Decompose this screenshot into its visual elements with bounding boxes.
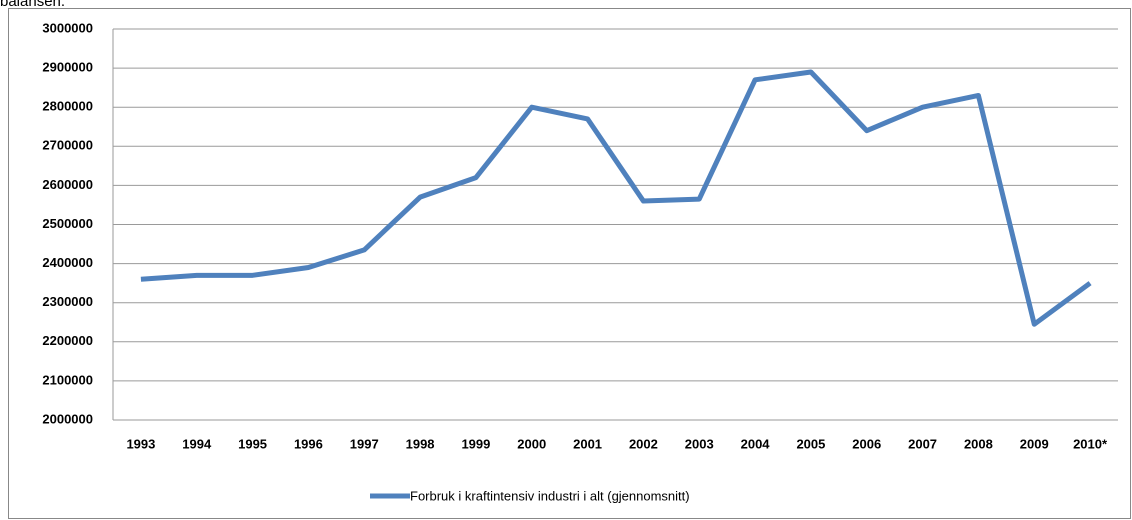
x-tick-label: 2004 bbox=[741, 436, 771, 451]
x-tick-label: 1996 bbox=[294, 436, 323, 451]
caption: balansen. bbox=[0, 0, 65, 10]
x-tick-label: 1999 bbox=[461, 436, 490, 451]
y-tick-label: 3000000 bbox=[42, 20, 93, 35]
x-tick-label: 2005 bbox=[796, 436, 825, 451]
y-tick-label: 2900000 bbox=[42, 60, 93, 75]
y-tick-label: 2400000 bbox=[42, 255, 93, 270]
chart-border bbox=[8, 8, 1131, 519]
x-tick-label: 2010* bbox=[1073, 436, 1108, 451]
y-tick-label: 2600000 bbox=[42, 177, 93, 192]
y-tick-label: 2800000 bbox=[42, 99, 93, 114]
x-tick-label: 1994 bbox=[182, 436, 212, 451]
y-tick-label: 2200000 bbox=[42, 333, 93, 348]
y-tick-label: 2500000 bbox=[42, 216, 93, 231]
x-tick-label: 2000 bbox=[517, 436, 546, 451]
x-tick-label: 2008 bbox=[964, 436, 993, 451]
x-tick-label: 1993 bbox=[126, 436, 155, 451]
x-tick-label: 2007 bbox=[908, 436, 937, 451]
x-tick-label: 2006 bbox=[852, 436, 881, 451]
y-tick-label: 2700000 bbox=[42, 138, 93, 153]
x-tick-label: 1995 bbox=[238, 436, 267, 451]
y-tick-label: 2300000 bbox=[42, 294, 93, 309]
x-tick-label: 2009 bbox=[1020, 436, 1049, 451]
legend-label: Forbruk i kraftintensiv industri i alt (… bbox=[410, 488, 690, 503]
x-tick-label: 1998 bbox=[406, 436, 435, 451]
x-tick-label: 1997 bbox=[350, 436, 379, 451]
x-tick-label: 2002 bbox=[629, 436, 658, 451]
x-tick-label: 2001 bbox=[573, 436, 602, 451]
y-tick-label: 2100000 bbox=[42, 372, 93, 387]
y-tick-label: 2000000 bbox=[42, 411, 93, 426]
x-tick-label: 2003 bbox=[685, 436, 714, 451]
data-line bbox=[140, 69, 1092, 327]
